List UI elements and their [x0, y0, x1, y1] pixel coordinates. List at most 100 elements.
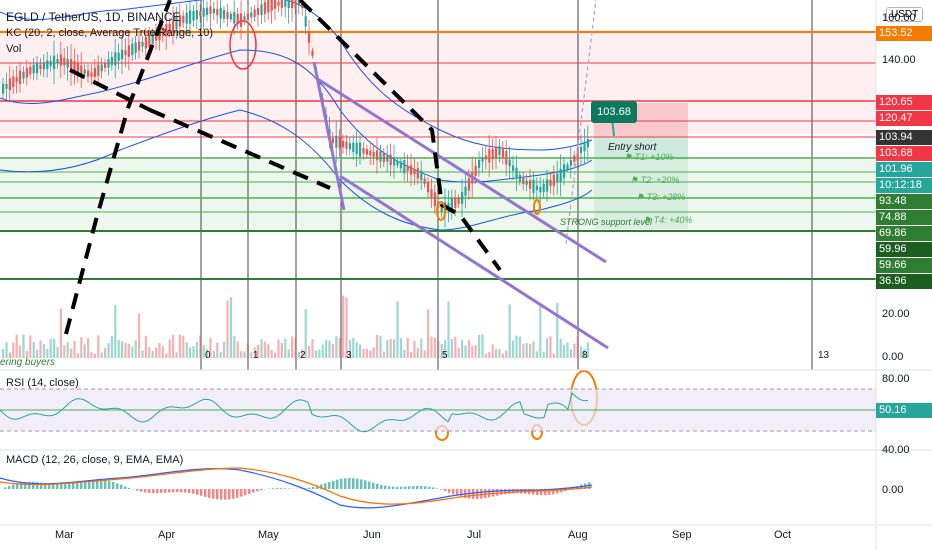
candle-body — [464, 186, 467, 196]
candle-body — [121, 49, 124, 60]
volume-bar — [63, 345, 66, 358]
volume-bar — [362, 348, 365, 358]
candle-body — [403, 160, 406, 174]
macd-hist-bar — [168, 489, 171, 493]
volume-bar — [563, 344, 566, 358]
macd-hist-bar — [20, 482, 23, 489]
macd-hist-bar — [392, 486, 395, 489]
candle-body — [297, 0, 300, 5]
price-tag: 101.96 — [876, 161, 932, 177]
macd-hist-bar — [4, 487, 7, 489]
volume-bar — [2, 349, 5, 358]
candle-body — [151, 34, 154, 44]
candle-body — [355, 142, 358, 155]
macd-title[interactable]: MACD (12, 26, close, 9, EMA, EMA) — [6, 454, 184, 466]
price-tag: 120.65 — [876, 94, 932, 110]
volume-bar — [263, 341, 266, 358]
rsi-axis-80: 80.00 — [882, 373, 910, 385]
volume-bar — [586, 342, 589, 358]
macd-hist-bar — [124, 486, 127, 489]
macd-hist-bar — [52, 483, 55, 489]
macd-hist-bar — [332, 480, 335, 489]
candle-body — [345, 141, 348, 149]
projection-line — [565, 0, 597, 245]
volume-bar — [277, 339, 280, 358]
kc-indicator-title[interactable]: KC (20, 2, close, Average True Range, 10… — [6, 27, 214, 39]
volume-bar — [76, 353, 79, 358]
volume-bar — [29, 335, 32, 358]
candle-body — [243, 16, 246, 21]
candle-body — [539, 187, 542, 193]
macd-hist-bar — [508, 489, 511, 494]
currency-button[interactable]: USDT — [886, 7, 924, 22]
macd-hist-bar — [252, 489, 255, 493]
macd-hist-bar — [128, 487, 131, 489]
macd-hist-bar — [360, 479, 363, 489]
macd-hist-bar — [240, 489, 243, 497]
volume-bar — [36, 349, 39, 358]
candle-body — [15, 77, 18, 82]
macd-hist-bar — [212, 489, 215, 499]
macd-hist-bar — [544, 489, 547, 496]
candle-body — [291, 0, 294, 9]
candle-body — [294, 0, 297, 7]
candle-body — [410, 165, 413, 175]
candle-body — [134, 42, 137, 53]
candle-body — [549, 179, 552, 187]
target-2: ⚑ T2: +20% — [630, 175, 680, 185]
macd-hist-bar — [340, 478, 343, 489]
volume-bar — [444, 340, 447, 358]
candle-body — [508, 159, 511, 167]
volume-bar — [389, 338, 392, 358]
volume-bar — [216, 342, 219, 358]
macd-hist-bar — [476, 489, 479, 499]
candle-body — [192, 11, 195, 21]
volume-bar — [15, 334, 18, 358]
macd-hist-bar — [448, 489, 451, 493]
candle-body — [155, 32, 158, 41]
volume-bar — [491, 344, 494, 358]
candle-body — [219, 7, 222, 19]
candle-body — [19, 70, 22, 85]
candle-body — [552, 174, 555, 187]
volume-bar — [202, 345, 205, 358]
macd-hist-bar — [44, 483, 47, 489]
macd-hist-bar — [60, 484, 63, 489]
candle-body — [236, 13, 239, 24]
macd-hist-bar — [532, 489, 535, 495]
volume-bar — [382, 351, 385, 358]
candle-body — [110, 57, 113, 66]
candle-body — [114, 52, 117, 66]
candle-body — [447, 202, 450, 210]
price-tag: 59.96 — [876, 241, 932, 257]
volume-bar — [393, 339, 396, 358]
candle-body — [141, 42, 144, 47]
volume-bar — [518, 336, 521, 358]
volume-bar — [46, 348, 49, 358]
candle-body — [127, 45, 130, 57]
volume-bar — [342, 295, 345, 358]
candle-body — [495, 146, 498, 159]
candle-body — [53, 55, 56, 69]
volume-bar — [529, 343, 532, 358]
volume-bar — [569, 349, 572, 358]
rsi-title[interactable]: RSI (14, close) — [6, 377, 79, 389]
volume-bar — [267, 344, 270, 358]
volume-indicator-title[interactable]: Vol — [6, 43, 22, 55]
candle-body — [393, 157, 396, 166]
candle-body — [267, 0, 270, 13]
volume-bar — [97, 335, 100, 358]
volume-bar — [413, 340, 416, 358]
wave-label-8: 8 — [582, 350, 588, 361]
macd-hist-bar — [412, 486, 415, 489]
volume-bar — [148, 347, 151, 358]
volume-bar — [257, 344, 260, 358]
macd-hist-bar — [432, 487, 435, 489]
volume-bar — [403, 349, 406, 358]
candle-body — [229, 13, 232, 20]
volume-bar — [284, 338, 287, 358]
candle-body — [308, 31, 311, 43]
entry-short-label: Entry short — [608, 142, 657, 153]
volume-bar — [39, 340, 42, 358]
